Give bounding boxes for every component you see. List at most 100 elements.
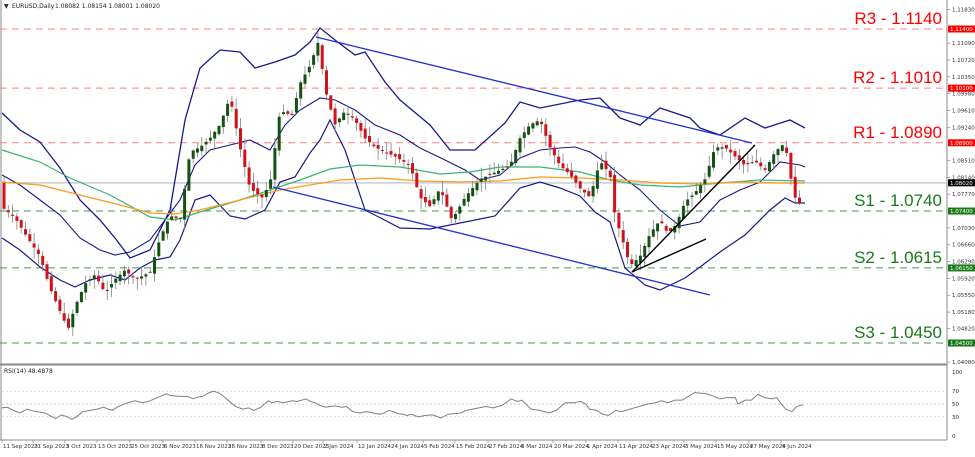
candle-body — [15, 216, 19, 221]
price-tick-label: 1.04080 — [952, 360, 975, 366]
candle-body — [290, 113, 294, 116]
candle-body — [694, 191, 698, 195]
candle-body — [570, 170, 574, 177]
candle-body — [24, 229, 27, 235]
date-tick-label: 3 Oct 2023 — [66, 444, 97, 450]
candle-body — [213, 131, 217, 139]
price-tick-label: 1.09610 — [952, 108, 975, 114]
candle-body — [686, 199, 690, 206]
current-price-badge — [948, 179, 975, 187]
bollinger-lower — [1, 118, 805, 291]
candle-body — [587, 191, 591, 197]
candle-body — [312, 55, 316, 65]
candle-body — [385, 152, 389, 154]
collapse-arrow-icon[interactable]: ▼ — [4, 3, 9, 10]
candle-body — [527, 126, 531, 135]
candle-body — [277, 116, 281, 151]
candle-body — [565, 168, 569, 173]
date-tick-label: 13 Oct 2023 — [98, 444, 133, 450]
candle-body — [355, 118, 359, 123]
rsi-tick-label: 50 — [952, 402, 959, 408]
candle-body — [793, 176, 797, 198]
channel-upper-line[interactable] — [315, 36, 753, 144]
level-label-s1: S1 - 1.0740 — [854, 191, 942, 210]
candle-body — [445, 194, 449, 207]
axis-badge-text: 1.06150 — [950, 266, 973, 272]
candle-body — [535, 121, 539, 126]
trendline-steep[interactable] — [631, 144, 756, 273]
candle-body — [88, 279, 92, 281]
candle-body — [337, 118, 341, 123]
candle-body — [346, 113, 350, 115]
level-label-s2: S2 - 1.0615 — [854, 248, 942, 267]
candle-body — [423, 197, 427, 203]
moving-average-green — [1, 149, 806, 221]
candle-body — [75, 301, 79, 313]
candle-body — [522, 132, 526, 139]
candle-body — [638, 255, 642, 263]
price-tick-label: 1.05550 — [952, 293, 975, 299]
candle-body — [466, 193, 470, 202]
date-tick-label: 5 Feb 2024 — [424, 444, 455, 450]
price-tick-label: 1.11090 — [952, 41, 975, 47]
candle-body — [514, 149, 518, 164]
axis-badge-s1 — [948, 207, 975, 215]
candle-body — [217, 125, 221, 135]
rsi-panel[interactable]: 100 70 50 30 0 — [1, 370, 963, 440]
candle-body — [436, 191, 440, 201]
price-tick-label: 1.06290 — [952, 260, 975, 266]
candle-body — [165, 221, 169, 234]
level-label-s3: S3 - 1.0450 — [854, 323, 942, 342]
trendline-shallow[interactable] — [631, 238, 707, 273]
candle-body — [492, 172, 496, 175]
date-tick-label: 8 Dec 2023 — [262, 444, 294, 450]
candle-body — [750, 162, 754, 164]
candle-body — [325, 70, 328, 95]
candle-body — [540, 121, 543, 125]
date-tick-label: 24 Jan 2024 — [391, 444, 424, 450]
candle-body — [243, 149, 247, 167]
date-tick-label: 15 May 2024 — [717, 444, 753, 450]
candle-body — [71, 313, 75, 328]
rsi-tick-label: 70 — [952, 389, 959, 395]
level-label-r3: R3 - 1.1140 — [854, 9, 942, 28]
candle-body — [97, 275, 101, 282]
current-price-text: 1.08020 — [950, 181, 973, 187]
candle-body — [501, 168, 505, 171]
candle-body — [509, 161, 513, 166]
candle-body — [79, 292, 83, 303]
candle-body — [608, 170, 612, 178]
axis-badge-text: 1.04500 — [950, 341, 973, 347]
date-tick-label: 20 Dec 2023 — [294, 444, 330, 450]
candle-body — [647, 236, 651, 248]
candle-body — [733, 151, 737, 157]
candle-body — [140, 276, 144, 279]
candle-body — [131, 276, 135, 278]
candle-body — [144, 274, 148, 277]
bollinger-middle — [1, 97, 806, 256]
candle-body — [221, 115, 225, 128]
candle-body — [333, 108, 337, 125]
level-lines: R3 - 1.1140 R2 - 1.1010 R1 - 1.0890 S1 - 1.… — [0, 9, 947, 344]
rsi-line — [1, 390, 803, 420]
candle-body — [200, 145, 204, 152]
price-tick-label: 1.05920 — [952, 276, 975, 282]
date-tick-label: 20 Mar 2024 — [554, 444, 589, 450]
candlesticks — [2, 32, 801, 336]
candle-body — [737, 155, 741, 161]
price-tick-label: 1.04820 — [952, 326, 975, 332]
channel-lower-line[interactable] — [272, 186, 711, 296]
trendlines[interactable] — [272, 36, 756, 296]
date-tick-label: 1 Apr 2024 — [587, 444, 618, 450]
axis-badge-r1 — [948, 139, 975, 147]
candle-body — [67, 318, 70, 328]
candle-body — [613, 174, 617, 213]
candle-body — [6, 210, 10, 213]
candle-body — [475, 182, 479, 191]
candle-body — [557, 156, 561, 164]
axis-badge-s2 — [948, 264, 975, 272]
date-tick-label: 21 Sep 2023 — [34, 444, 69, 450]
candle-body — [350, 116, 354, 118]
